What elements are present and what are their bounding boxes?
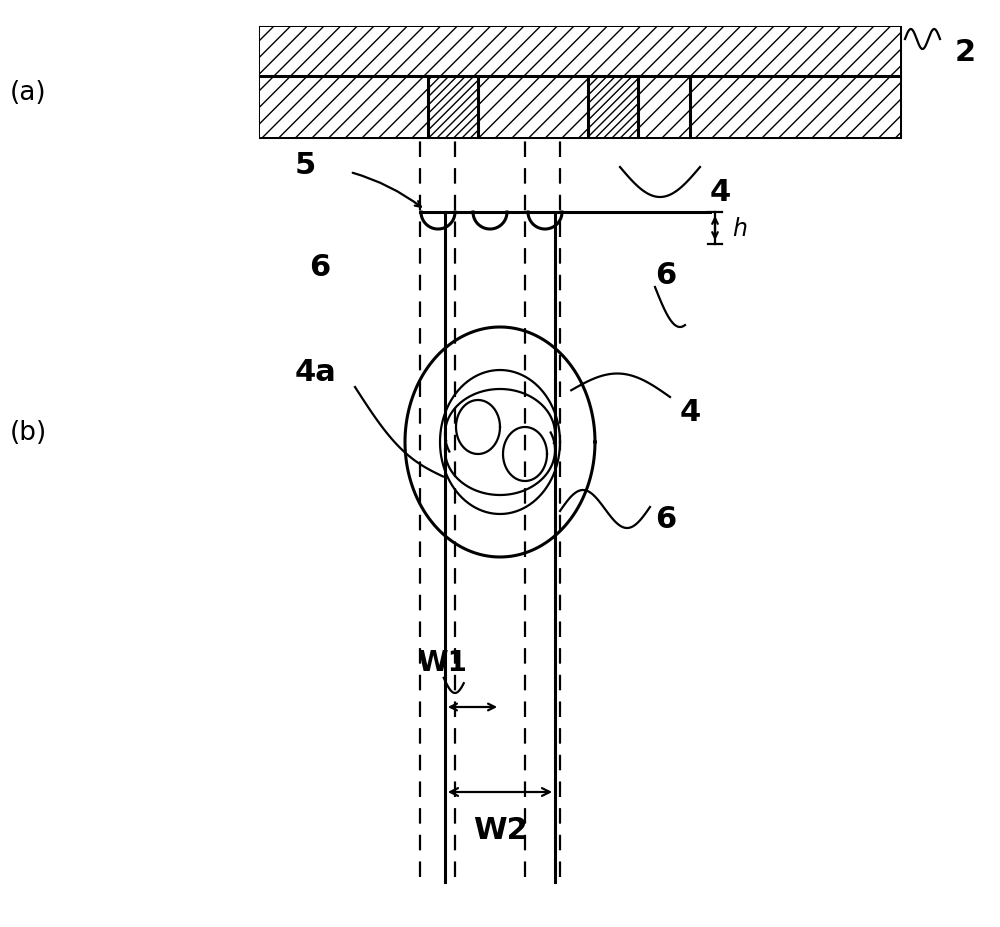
Text: W2: W2 — [473, 816, 527, 844]
Bar — [260, 78, 428, 138]
Text: (b): (b) — [9, 420, 47, 446]
Text: 4a: 4a — [294, 358, 336, 387]
Bar — [260, 28, 900, 78]
Text: 2: 2 — [955, 38, 976, 68]
Bar — [428, 78, 478, 138]
Bar — [588, 78, 638, 138]
Text: 4: 4 — [710, 178, 731, 208]
Text: 4: 4 — [680, 398, 701, 427]
Text: 5: 5 — [294, 151, 316, 181]
Text: (a): (a) — [10, 80, 46, 106]
Bar — [260, 28, 900, 138]
Text: 6: 6 — [309, 253, 331, 282]
Bar — [690, 78, 900, 138]
Text: h: h — [732, 217, 747, 241]
Text: 6: 6 — [655, 261, 676, 290]
Bar — [478, 78, 588, 138]
Bar — [638, 78, 690, 138]
Text: 6: 6 — [655, 505, 676, 534]
Text: W1: W1 — [418, 648, 467, 677]
